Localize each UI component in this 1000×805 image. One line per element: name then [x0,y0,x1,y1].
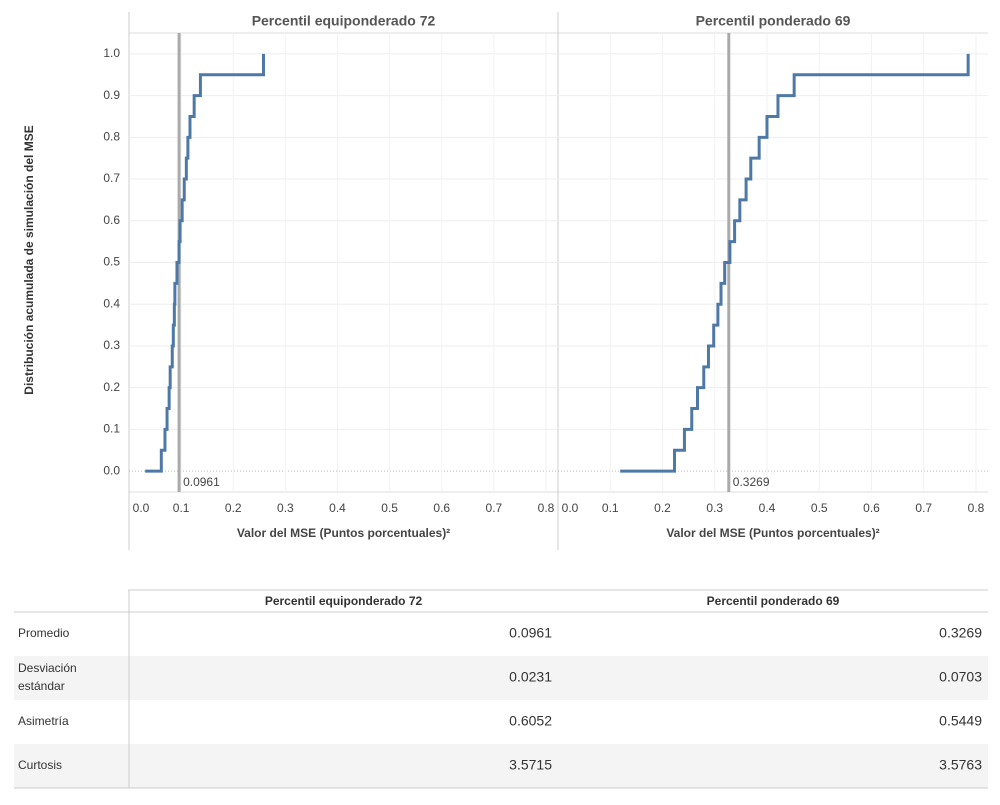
row-label: Asimetría [18,714,69,728]
row-label: Desviación estándar [18,661,77,693]
row-label: Promedio [18,626,70,640]
x-tick-label: 0.4 [329,501,346,515]
x-tick-label: 0.3 [277,501,294,515]
y-tick-label: 0.5 [103,255,120,269]
row-label: Curtosis [18,758,62,772]
x-tick-label: 0.3 [706,501,723,515]
column-header: Percentil equiponderado 72 [265,594,423,608]
x-axis-title: Valor del MSE (Puntos porcentuales)² [237,526,450,540]
y-tick-label: 0.4 [103,296,120,310]
x-tick-label: 0.4 [759,501,776,515]
x-tick-label: 0.2 [225,501,242,515]
y-tick-label: 0.3 [103,338,120,352]
reference-label: 0.0961 [183,475,220,489]
chart-title: Percentil ponderado 69 [696,13,851,29]
x-tick-label: 0.7 [915,501,932,515]
row-band [14,656,988,700]
cdf-line [620,53,970,473]
x-tick-label: 0.0 [133,501,150,515]
y-tick-label: 0.2 [103,380,120,394]
cell-value: 0.0231 [509,669,552,685]
cell-value: 0.3269 [939,625,982,641]
y-tick-label: 0.1 [103,422,120,436]
x-tick-label: 0.0 [562,501,579,515]
cell-value: 0.5449 [939,713,982,729]
cdf-line [145,53,265,473]
cell-value: 3.5763 [939,757,982,773]
x-tick-label: 0.7 [486,501,503,515]
x-tick-label: 0.6 [433,501,450,515]
y-tick-label: 1.0 [103,46,120,60]
y-tick-label: 0.0 [103,463,120,477]
x-tick-label: 0.8 [968,501,985,515]
x-tick-label: 0.6 [863,501,880,515]
chart-title: Percentil equiponderado 72 [252,13,436,29]
cell-value: 0.0961 [509,625,552,641]
cell-value: 3.5715 [509,757,552,773]
x-tick-label: 0.5 [811,501,828,515]
reference-label: 0.3269 [733,475,770,489]
x-tick-label: 0.1 [173,501,190,515]
y-tick-label: 0.9 [103,88,120,102]
y-axis-title: Distribución acumulada de simulación del… [22,125,36,394]
x-tick-label: 0.8 [538,501,555,515]
x-axis-title: Valor del MSE (Puntos porcentuales)² [666,526,879,540]
x-tick-label: 0.2 [654,501,671,515]
y-tick-label: 0.6 [103,213,120,227]
x-tick-label: 0.1 [602,501,619,515]
row-band [14,744,988,788]
cell-value: 0.6052 [509,713,552,729]
y-tick-label: 0.7 [103,171,120,185]
column-header: Percentil ponderado 69 [707,594,840,608]
y-tick-label: 0.8 [103,129,120,143]
cell-value: 0.0703 [939,669,982,685]
x-tick-label: 0.5 [381,501,398,515]
